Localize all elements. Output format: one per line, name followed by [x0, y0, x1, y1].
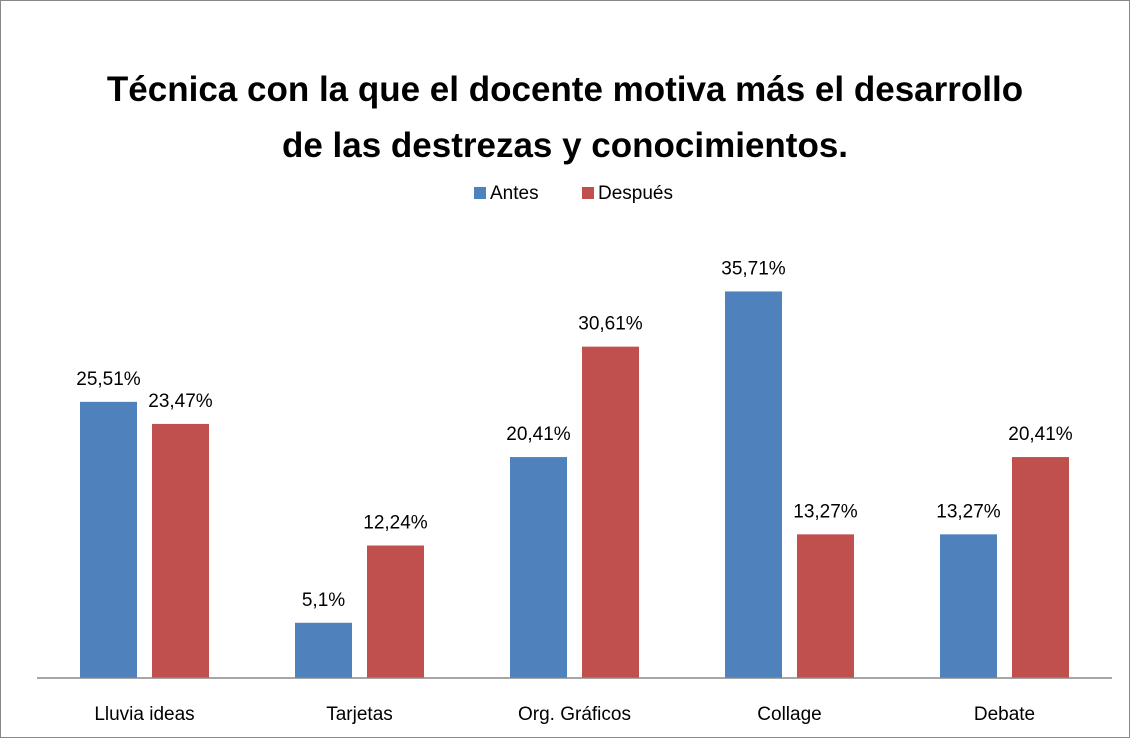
data-label: 23,47% [148, 391, 213, 412]
x-tick-label: Collage [757, 704, 821, 725]
data-label: 5,1% [302, 590, 345, 611]
legend-label: Antes [490, 183, 539, 204]
x-tick-label: Lluvia ideas [94, 704, 194, 725]
data-label: 20,41% [506, 424, 571, 445]
bar [510, 457, 567, 678]
bar [367, 545, 424, 678]
chart-title: Técnica con la que el docente motiva más… [106, 70, 1024, 165]
data-label: 25,51% [76, 369, 141, 390]
x-tick-label: Tarjetas [326, 704, 393, 725]
legend-label: Después [598, 183, 673, 204]
data-label: 20,41% [1008, 424, 1073, 445]
bar [725, 291, 782, 678]
bar [295, 622, 352, 678]
bar [940, 534, 997, 678]
legend-swatch [582, 187, 594, 199]
data-label: 35,71% [721, 258, 786, 279]
x-tick-label: Debate [974, 704, 1035, 725]
bar [80, 401, 137, 678]
bar [1012, 457, 1069, 678]
bar [152, 423, 209, 678]
bar [797, 534, 854, 678]
data-label: 30,61% [578, 314, 643, 335]
legend-swatch [474, 187, 486, 199]
x-tick-label: Org. Gráficos [518, 704, 631, 725]
data-label: 13,27% [793, 501, 858, 522]
bar [582, 346, 639, 678]
data-label: 12,24% [363, 513, 428, 534]
data-label: 13,27% [936, 501, 1001, 522]
